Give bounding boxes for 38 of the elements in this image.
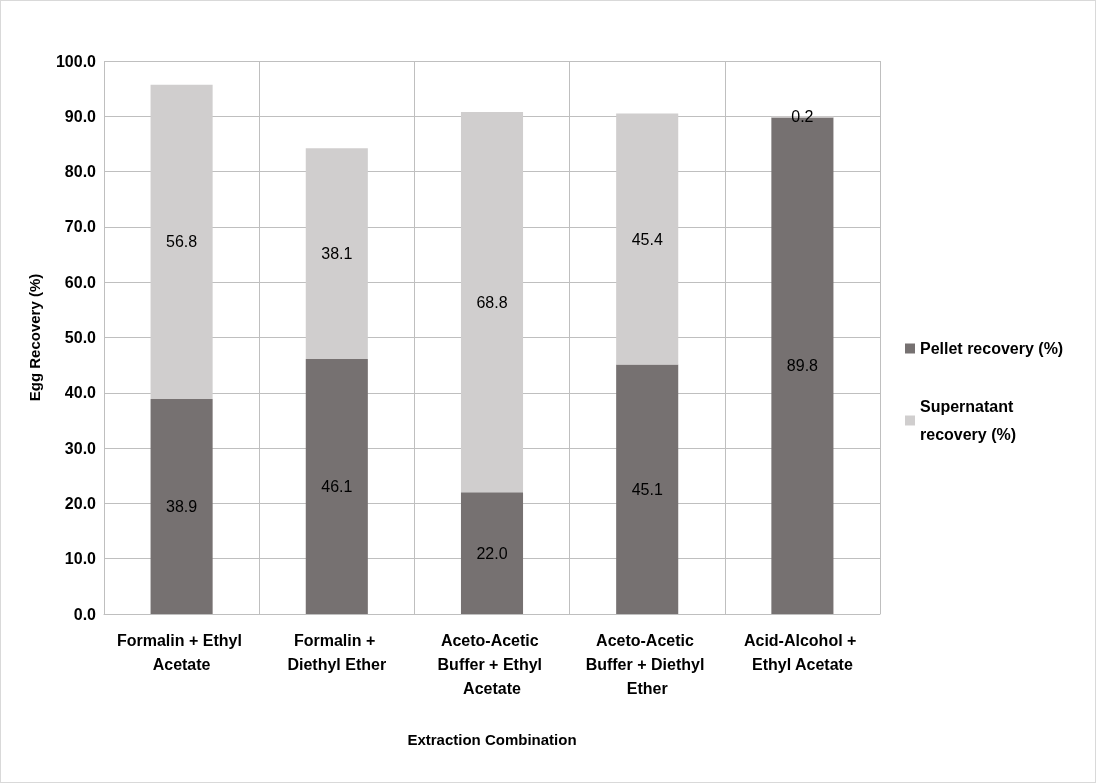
legend-label: Supernatant recovery (%)	[920, 398, 1018, 443]
x-tick-label: Formalin + Ethyl Acetate	[116, 631, 247, 673]
data-label: 38.1	[321, 245, 353, 263]
y-tick-label: 20.0	[64, 494, 97, 512]
data-label: 68.8	[476, 293, 508, 311]
y-tick-label: 50.0	[64, 329, 97, 346]
data-label: 45.1	[631, 480, 663, 498]
data-label: 46.1	[321, 478, 353, 496]
bar	[460, 492, 524, 614]
y-tick-label: 40.0	[64, 384, 97, 402]
y-tick-label: 10.0	[64, 550, 97, 568]
x-axis-title: Extraction Combination	[407, 731, 577, 748]
bar	[150, 398, 213, 614]
bar	[460, 111, 524, 493]
data-label: 22.0	[476, 544, 508, 562]
x-tick-label: Aceto-Acetic Buffer + Ethyl Acetate	[437, 631, 547, 697]
data-label: 0.2	[791, 108, 814, 126]
x-tick-label: Formalin + Diethyl Ether	[287, 631, 387, 673]
x-tick-label: Aceto-Acetic Buffer + Diethyl Ether	[585, 631, 709, 697]
y-tick-label: 80.0	[64, 163, 97, 181]
y-tick-label: 30.0	[64, 439, 97, 457]
data-label: 89.8	[786, 357, 819, 375]
y-tick-label: 60.0	[64, 273, 97, 291]
y-tick-label: 70.0	[64, 218, 97, 236]
y-tick-label: 90.0	[64, 107, 97, 125]
bar	[616, 364, 679, 614]
bar	[305, 148, 368, 360]
x-tick-label: Acid-Alcohol + Ethyl Acetate	[743, 631, 861, 673]
bar	[150, 84, 213, 399]
bar	[305, 359, 368, 614]
y-tick-label: 0.0	[73, 605, 97, 623]
data-label: 45.4	[631, 230, 663, 248]
data-label: 38.9	[166, 497, 198, 515]
y-axis-title: Egg Recovery (%)	[26, 273, 43, 402]
y-tick-label: 100.0	[55, 52, 97, 70]
data-label: 56.8	[166, 233, 198, 251]
bar	[616, 113, 679, 365]
legend-label: Pellet recovery (%)	[920, 340, 1064, 357]
